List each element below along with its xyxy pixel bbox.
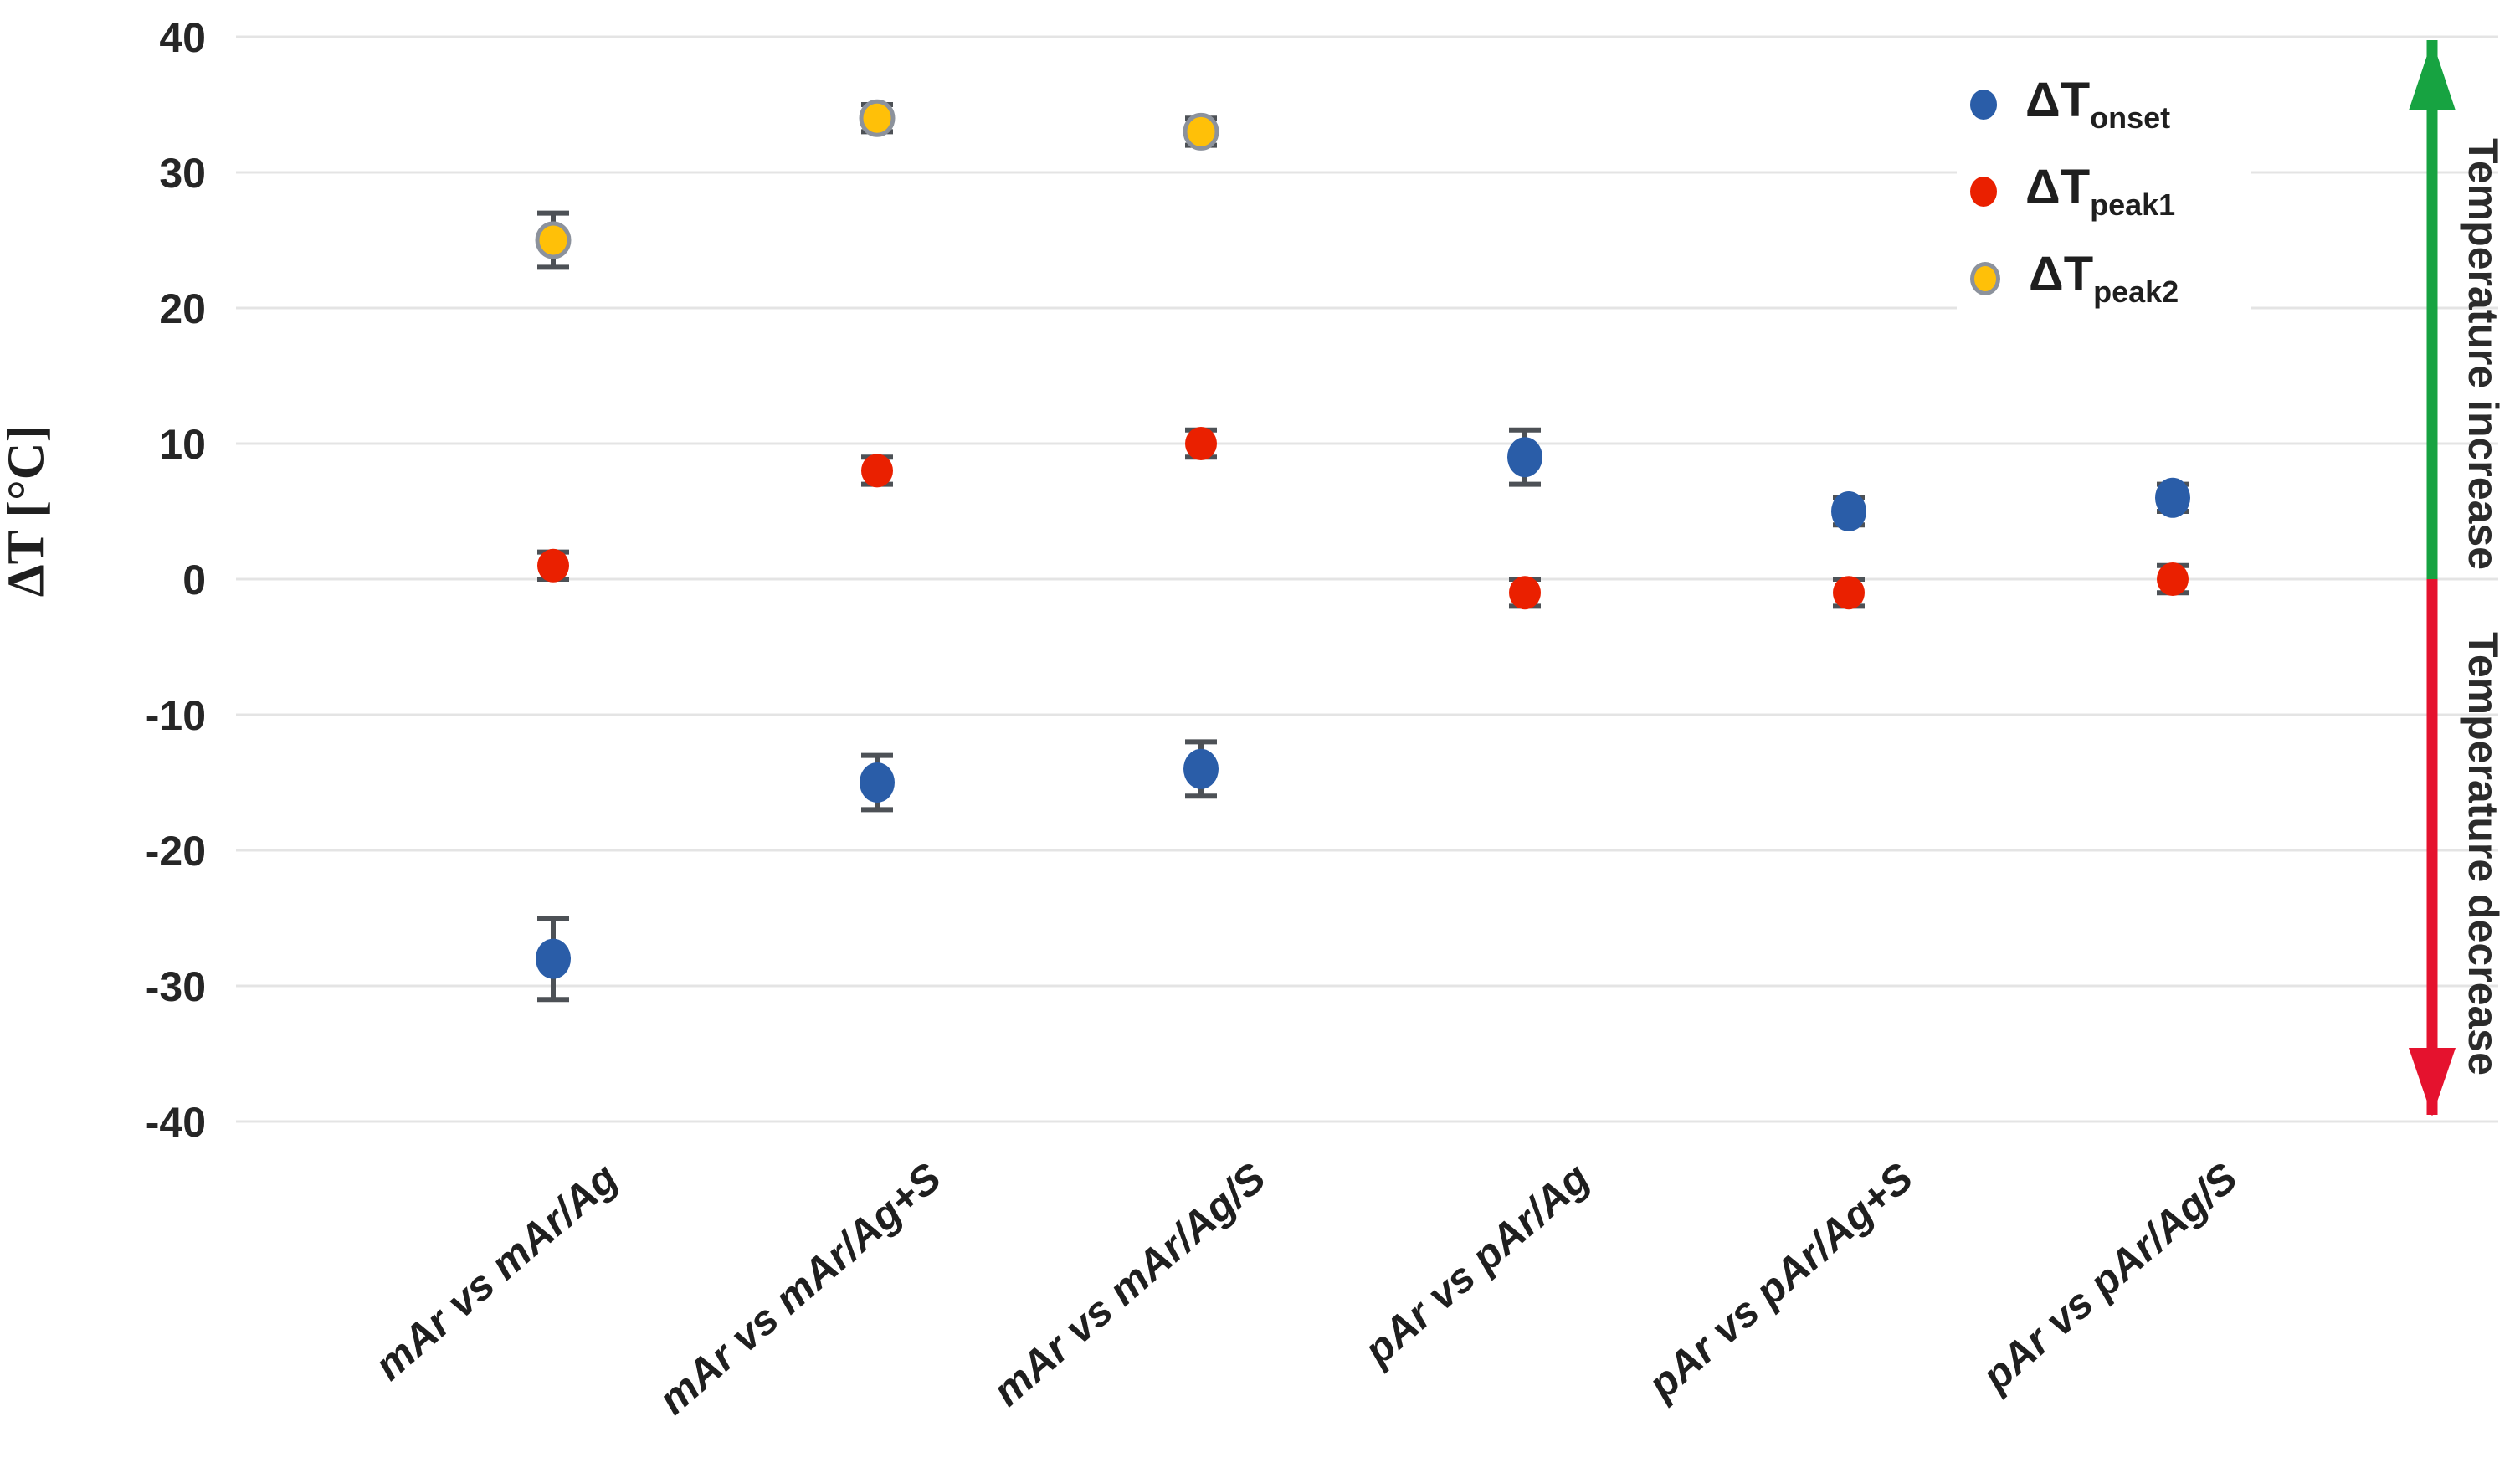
y-tick-label-10: 10 — [159, 421, 206, 468]
y-tick-label-0: 0 — [182, 557, 206, 603]
legend-item-onset: ΔTonset — [1957, 72, 2251, 137]
y-tick-label-20: 20 — [159, 285, 206, 332]
dt-onset-point-2 — [1183, 748, 1219, 789]
dt-peak1-point-4 — [1833, 576, 1865, 610]
annotation-temperature-increase: Temperature increase — [2460, 137, 2507, 570]
dt-peak2-point-0 — [535, 221, 572, 259]
legend-label-onset: ΔTonset — [2025, 73, 2171, 135]
legend-marker-peak2-icon — [1970, 262, 2000, 295]
annotation-temperature-decrease: Temperature decrease — [2460, 632, 2507, 1075]
legend-label-peak1: ΔTpeak1 — [2025, 160, 2176, 222]
dt-peak2-point-2 — [1183, 112, 1219, 151]
legend-item-peak1: ΔTpeak1 — [1957, 159, 2251, 224]
y-tick-label--20: -20 — [146, 828, 206, 875]
legend-marker-onset-icon — [1970, 90, 1997, 120]
dt-onset-point-1 — [860, 762, 895, 803]
dt-peak1-point-1 — [861, 454, 893, 488]
y-tick-label-40: 40 — [159, 14, 206, 61]
legend-item-peak2: ΔTpeak2 — [1957, 246, 2251, 311]
legend-label-peak2: ΔTpeak2 — [2029, 247, 2179, 309]
y-tick-label--30: -30 — [146, 963, 206, 1010]
dt-onset-point-5 — [2155, 477, 2190, 518]
dt-peak1-point-3 — [1509, 576, 1541, 610]
dt-onset-point-4 — [1831, 491, 1866, 531]
temperature-increase-arrowhead-icon — [2409, 40, 2456, 110]
dt-peak1-point-2 — [1185, 427, 1217, 460]
dt-peak1-point-0 — [537, 548, 569, 583]
y-tick-label-30: 30 — [159, 150, 206, 197]
dt-onset-point-3 — [1507, 437, 1542, 478]
y-tick-label--40: -40 — [146, 1099, 206, 1146]
legend-marker-peak1-icon — [1970, 177, 1997, 207]
y-axis-title: ΔT [°C] — [0, 424, 55, 598]
legend: ΔTonset ΔTpeak1 ΔTpeak2 — [1957, 60, 2251, 326]
dt-onset-point-0 — [536, 938, 571, 979]
y-tick-label--10: -10 — [146, 692, 206, 739]
dt-peak2-point-1 — [859, 99, 896, 137]
temperature-decrease-arrowhead-icon — [2409, 1048, 2456, 1116]
dt-peak1-point-5 — [2157, 562, 2189, 596]
